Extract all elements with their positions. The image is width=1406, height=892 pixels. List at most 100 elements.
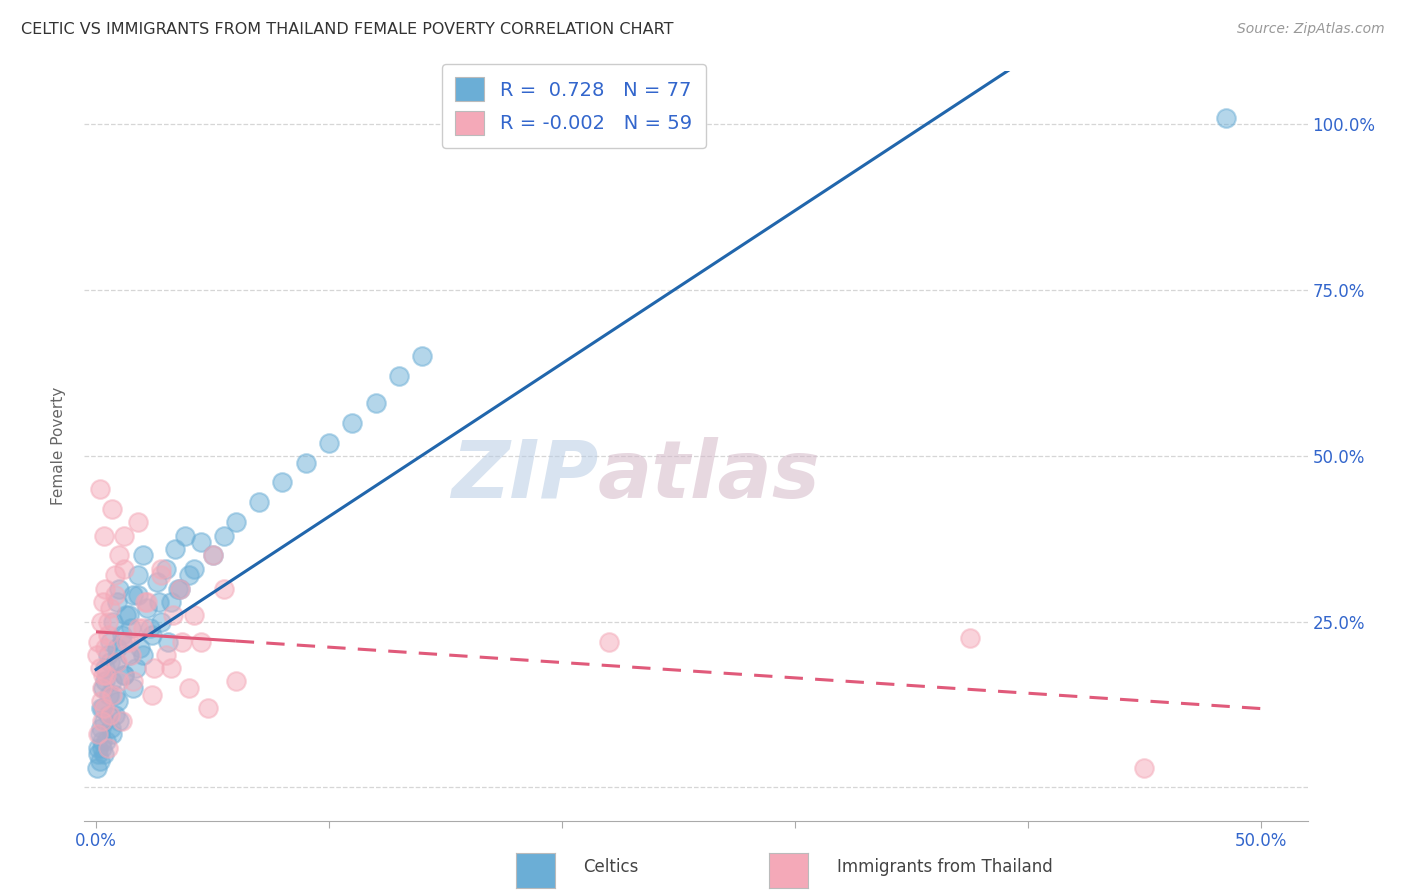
Point [97, 648, 120, 662]
Point [148, 595, 170, 609]
Text: ZIP: ZIP [451, 437, 598, 515]
Point [165, 541, 187, 556]
Point [150, 615, 173, 629]
Point [87, 727, 110, 741]
Point [90, 701, 112, 715]
Point [90, 615, 112, 629]
Y-axis label: Female Poverty: Female Poverty [51, 387, 66, 505]
Point [129, 641, 152, 656]
Point [169, 582, 191, 596]
Point [131, 621, 153, 635]
Point [111, 714, 134, 728]
Point [155, 562, 177, 576]
Point [96, 667, 118, 681]
Point [101, 674, 124, 689]
Point [141, 628, 163, 642]
Point [87, 634, 110, 648]
Point [93, 528, 115, 542]
Point [89, 754, 111, 768]
Point [94, 582, 117, 596]
Point [159, 595, 181, 609]
Point [1215, 111, 1237, 125]
Point [201, 549, 224, 563]
Point [342, 416, 364, 430]
Point [97, 628, 120, 642]
Point [117, 648, 139, 662]
Point [91, 595, 114, 609]
Point [94, 661, 117, 675]
Point [122, 681, 145, 695]
Point [136, 595, 159, 609]
Point [141, 688, 163, 702]
Point [183, 562, 205, 576]
Point [87, 747, 110, 762]
Point [172, 634, 194, 648]
Point [90, 681, 112, 695]
Point [959, 632, 981, 646]
Point [108, 582, 131, 596]
Point [104, 707, 127, 722]
Point [98, 634, 121, 648]
Point [108, 714, 131, 728]
Point [104, 655, 127, 669]
Point [150, 568, 173, 582]
Point [212, 582, 235, 596]
Point [598, 634, 620, 648]
Point [122, 588, 145, 602]
Point [271, 475, 294, 490]
Point [150, 562, 173, 576]
Point [86, 761, 108, 775]
Point [127, 621, 149, 635]
Point [93, 747, 115, 762]
Point [104, 688, 127, 702]
Point [115, 634, 138, 648]
Point [87, 740, 110, 755]
Point [247, 495, 270, 509]
Point [98, 601, 121, 615]
Point [105, 595, 128, 609]
Point [179, 568, 201, 582]
Point [89, 482, 111, 496]
Point [388, 369, 411, 384]
Point [411, 350, 433, 364]
Point [127, 515, 149, 529]
Point [104, 568, 127, 582]
Point [105, 655, 128, 669]
Point [117, 634, 139, 648]
Point [91, 681, 114, 695]
Point [117, 608, 139, 623]
Point [201, 549, 224, 563]
Point [93, 714, 115, 728]
Point [90, 734, 112, 748]
Point [225, 674, 247, 689]
Point [131, 648, 153, 662]
Point [105, 641, 128, 656]
Point [112, 667, 135, 681]
Text: CELTIC VS IMMIGRANTS FROM THAILAND FEMALE POVERTY CORRELATION CHART: CELTIC VS IMMIGRANTS FROM THAILAND FEMAL… [21, 22, 673, 37]
Point [90, 721, 112, 735]
Point [94, 674, 117, 689]
Point [197, 701, 219, 715]
Point [100, 721, 122, 735]
Point [86, 648, 108, 662]
Point [89, 661, 111, 675]
Point [162, 608, 184, 623]
Point [104, 588, 127, 602]
Point [90, 740, 112, 755]
Point [97, 740, 120, 755]
Point [98, 655, 121, 669]
Point [134, 595, 156, 609]
Point [166, 582, 188, 596]
Point [108, 549, 131, 563]
Point [112, 528, 135, 542]
Point [91, 667, 114, 681]
Point [124, 661, 146, 675]
Point [120, 621, 142, 635]
Point [97, 688, 120, 702]
Point [112, 562, 135, 576]
Point [143, 661, 166, 675]
Point [169, 582, 191, 596]
Point [131, 549, 153, 563]
Point [318, 435, 340, 450]
Point [112, 667, 135, 681]
